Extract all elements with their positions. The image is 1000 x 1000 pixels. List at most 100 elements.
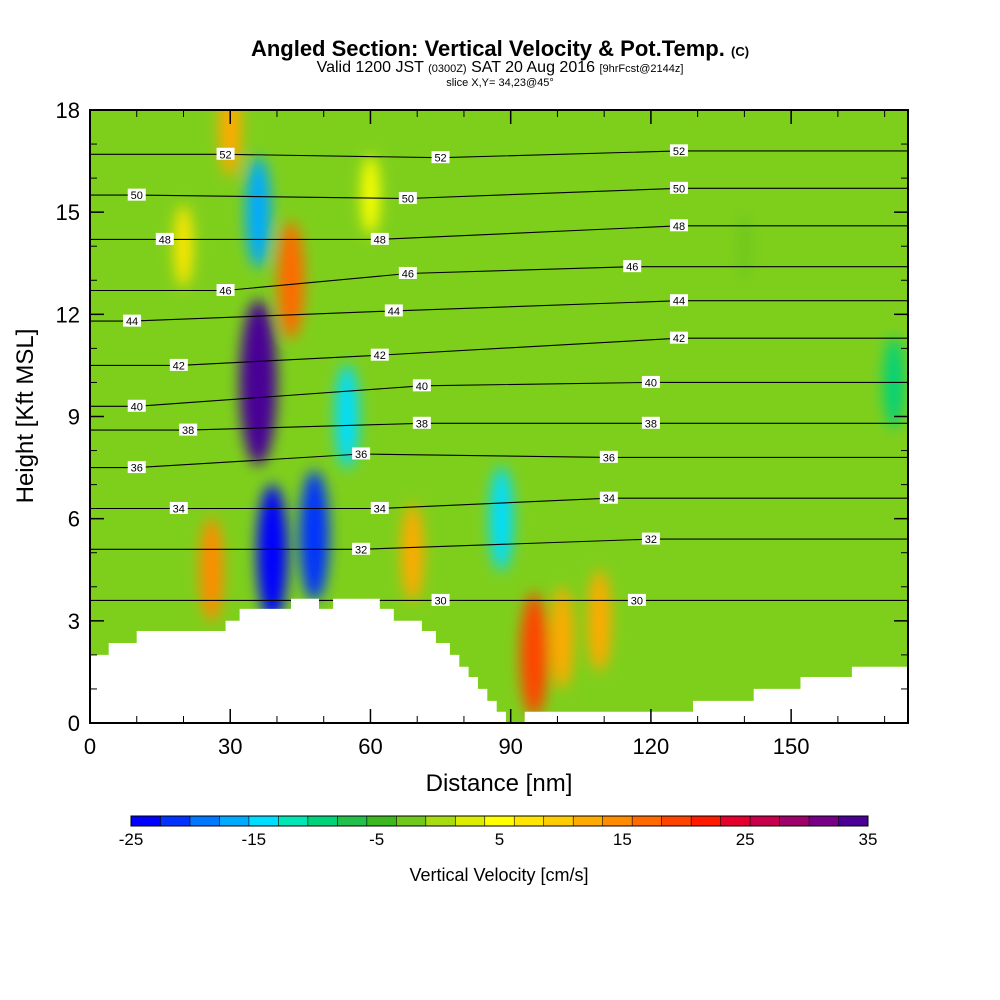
colorbar-swatch-2 (189, 816, 220, 826)
svg-text:50: 50 (673, 183, 685, 195)
valid-time: Valid 1200 JST (316, 59, 424, 76)
terrain-mask (90, 598, 908, 723)
isotherm-label-25: 36 (352, 447, 371, 461)
colorbar-swatch-20 (720, 816, 751, 826)
x-tick-label: 30 (218, 734, 242, 759)
velocity-feature-16 (736, 211, 753, 282)
colorbar-swatch-17 (632, 816, 663, 826)
x-axis-label: Distance [nm] (426, 770, 573, 797)
svg-text:40: 40 (416, 381, 428, 393)
chart-title: Angled Section: Vertical Velocity & Pot.… (0, 36, 1000, 62)
colorbar-swatch-16 (602, 816, 633, 826)
colorbar-tick-label: -15 (242, 830, 267, 849)
svg-text:48: 48 (374, 234, 386, 246)
svg-text:50: 50 (402, 194, 414, 206)
colorbar-tick-label: 25 (736, 830, 755, 849)
colorbar-swatch-21 (750, 816, 781, 826)
svg-text:46: 46 (219, 285, 231, 297)
svg-text:46: 46 (626, 262, 638, 274)
isotherm-label-29: 34 (599, 491, 618, 505)
velocity-feature-4 (299, 470, 330, 601)
svg-text:38: 38 (645, 418, 657, 430)
velocity-feature-10 (520, 592, 549, 717)
velocity-feature-6 (245, 156, 271, 268)
x-tick-label: 0 (84, 734, 96, 759)
svg-text:34: 34 (173, 503, 185, 515)
isotherm-label-13: 44 (384, 304, 403, 318)
velocity-feature-14 (361, 155, 380, 235)
colorbar-tick-label: 5 (495, 830, 504, 849)
colorbar-swatch-1 (160, 816, 191, 826)
isotherm-label-14: 44 (669, 294, 688, 308)
isotherm-label-8: 48 (669, 219, 688, 233)
x-tick-label: 90 (498, 734, 522, 759)
svg-text:50: 50 (131, 190, 143, 202)
svg-text:42: 42 (673, 333, 685, 345)
svg-text:38: 38 (416, 418, 428, 430)
isotherm-label-7: 48 (370, 232, 389, 246)
isotherm-label-11: 46 (623, 260, 642, 274)
y-tick-label: 18 (56, 98, 80, 123)
colorbar-swatch-12 (484, 816, 515, 826)
svg-text:44: 44 (673, 296, 685, 308)
svg-text:38: 38 (182, 425, 194, 437)
colorbar-tick-label: 15 (613, 830, 632, 849)
velocity-feature-3 (256, 484, 288, 622)
colorbar-swatch-11 (455, 816, 486, 826)
y-tick-label: 9 (68, 405, 80, 430)
chart-title-text: Angled Section: Vertical Velocity & Pot.… (250, 36, 725, 61)
velocity-feature-13 (174, 205, 193, 288)
isotherm-label-15: 42 (169, 358, 188, 372)
colorbar-swatch-5 (278, 816, 309, 826)
forecast-info: [9hrFcst@2144z] (599, 63, 684, 75)
colorbar-swatch-8 (366, 816, 397, 826)
svg-text:44: 44 (388, 306, 400, 318)
y-tick-label: 3 (68, 609, 80, 634)
svg-text:40: 40 (645, 377, 657, 389)
colorbar-tick-label: -25 (119, 830, 144, 849)
title-unit: (C) (731, 44, 750, 59)
velocity-feature-11 (550, 587, 574, 689)
isotherm-label-9: 46 (216, 283, 235, 297)
svg-text:36: 36 (355, 449, 367, 461)
colorbar-swatch-18 (661, 816, 692, 826)
x-tick-label: 60 (358, 734, 382, 759)
svg-text:42: 42 (374, 350, 386, 362)
isotherm-label-10: 46 (398, 266, 417, 280)
svg-text:52: 52 (219, 149, 231, 161)
colorbar-swatch-6 (307, 816, 338, 826)
velocity-feature-2 (277, 221, 305, 340)
isotherm-label-21: 38 (179, 423, 198, 437)
y-tick-label: 12 (56, 302, 80, 327)
chart-subtitle: Valid 1200 JST (0300Z) SAT 20 Aug 2016 [… (0, 60, 1000, 77)
slice-label: slice X,Y= 34,23@45° (446, 77, 554, 89)
colorbar-swatch-22 (779, 816, 810, 826)
velocity-feature-8 (401, 503, 424, 602)
y-axis-label: Height [Kft MSL] (12, 329, 39, 504)
svg-text:34: 34 (603, 493, 615, 505)
colorbar-swatch-13 (514, 816, 545, 826)
velocity-feature-7 (219, 110, 242, 177)
isotherm-label-2: 52 (669, 144, 688, 158)
colorbar-swatch-9 (396, 816, 427, 826)
y-tick-label: 15 (56, 200, 80, 225)
isotherm-label-17: 42 (669, 331, 688, 345)
colorbar-swatch-15 (573, 816, 604, 826)
svg-text:42: 42 (173, 360, 185, 372)
colorbar-swatch-10 (425, 816, 456, 826)
isotherm-label-12: 44 (123, 314, 142, 328)
isotherm-label-1: 52 (431, 151, 450, 165)
isotherm-label-20: 40 (641, 375, 660, 389)
svg-text:40: 40 (131, 401, 143, 413)
colorbar-tick-label: 35 (859, 830, 878, 849)
velocity-feature-12 (587, 570, 612, 672)
svg-text:44: 44 (126, 316, 138, 328)
isotherm-label-16: 42 (370, 348, 389, 362)
colorbar-label: Vertical Velocity [cm/s] (409, 865, 588, 885)
colorbar-swatch-19 (691, 816, 722, 826)
svg-text:30: 30 (434, 595, 446, 607)
colorbar-swatch-14 (543, 816, 574, 826)
svg-text:36: 36 (603, 452, 615, 464)
